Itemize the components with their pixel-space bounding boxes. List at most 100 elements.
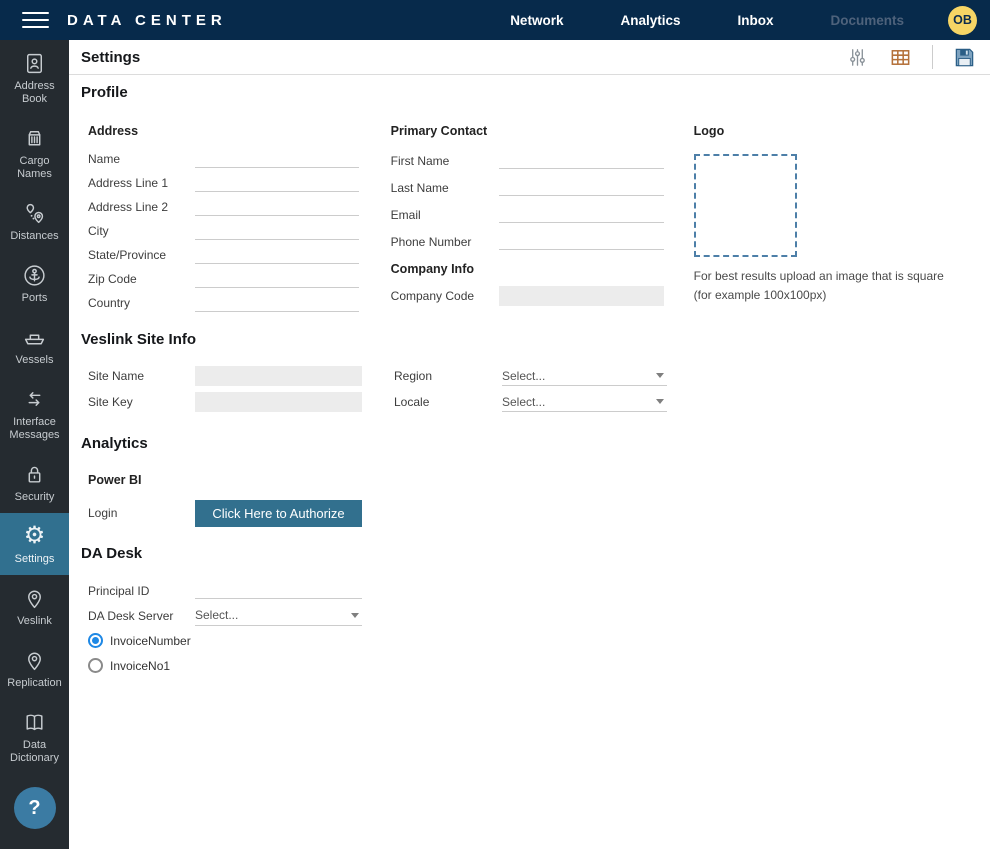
grid-table-icon[interactable]: [889, 46, 912, 69]
sidebar-item-ports[interactable]: Ports: [0, 252, 69, 314]
last-name-label: Last Name: [390, 180, 449, 195]
toolbar-divider: [932, 45, 933, 69]
open-book-icon: [22, 709, 47, 735]
da-desk-server-value: Select...: [195, 608, 239, 622]
company-code-input: [498, 285, 664, 306]
radio-button-icon[interactable]: [88, 658, 103, 673]
phone-number-input[interactable]: [498, 233, 664, 250]
veslink-site-info-heading: Veslink Site Info: [81, 331, 197, 348]
page-header: Settings: [69, 40, 990, 75]
nav-inbox[interactable]: Inbox: [737, 12, 774, 28]
sidebar-item-label: Veslink: [17, 615, 52, 627]
state-province-label: State/Province: [88, 248, 167, 262]
locale-select[interactable]: Select...: [502, 392, 667, 412]
sidebar-item-label: Data Dictionary: [10, 739, 59, 764]
sidebar-item-vessels[interactable]: Vessels: [0, 314, 69, 376]
user-avatar[interactable]: OB: [948, 5, 977, 35]
logo-upload-dropzone[interactable]: [693, 154, 797, 257]
menu-hamburger-icon[interactable]: [22, 7, 49, 33]
logo-caption-line2: (for example 100x100px): [693, 288, 827, 302]
sidebar-item-replication[interactable]: Replication: [0, 637, 69, 699]
page-title: Settings: [81, 48, 141, 66]
authorize-button[interactable]: Click Here to Authorize: [195, 499, 362, 527]
nav-analytics[interactable]: Analytics: [620, 12, 681, 28]
site-name-input: [195, 366, 362, 386]
sidebar-item-address-book[interactable]: Address Book: [0, 40, 69, 115]
radio-invoice-no1-label: InvoiceNo1: [110, 658, 171, 673]
sidebar-item-label: Interface Messages: [9, 416, 60, 441]
cargo-names-icon: [22, 125, 47, 151]
zip-code-input[interactable]: [195, 270, 359, 288]
first-name-label: First Name: [390, 153, 450, 168]
chevron-down-icon: [656, 399, 664, 404]
distances-icon: [22, 200, 47, 226]
da-desk-block: Principal ID DA Desk Server Select... In…: [88, 578, 362, 678]
sidebar-item-cargo-names[interactable]: Cargo Names: [0, 115, 69, 190]
sidebar-item-settings[interactable]: ⚙ Settings: [0, 513, 69, 575]
logo-caption: For best results upload an image that is…: [694, 267, 990, 305]
sidebar-item-security[interactable]: Security: [0, 451, 69, 513]
principal-id-label: Principal ID: [88, 583, 150, 598]
last-name-input[interactable]: [498, 179, 664, 196]
radio-invoice-number-label: InvoiceNumber: [110, 633, 191, 648]
sidebar: Address Book Cargo Names Distances Ports: [0, 40, 69, 849]
top-bar: DATA CENTER Network Analytics Inbox Docu…: [0, 0, 990, 40]
da-desk-server-label: DA Desk Server: [88, 608, 174, 623]
sidebar-item-distances[interactable]: Distances: [0, 190, 69, 252]
name-input[interactable]: [195, 150, 359, 168]
filter-sliders-icon[interactable]: [846, 46, 869, 69]
radio-button-icon[interactable]: [88, 633, 103, 648]
address-header: Address: [88, 124, 139, 138]
toolbar: [846, 45, 976, 69]
email-input[interactable]: [498, 206, 664, 223]
primary-contact-column: Primary Contact First Name Last Name Ema…: [391, 124, 664, 315]
sidebar-item-label: Ports: [21, 292, 48, 304]
location-pin-icon: [22, 585, 47, 611]
save-floppy-icon[interactable]: [953, 46, 976, 69]
veslink-right-column: Region Select... Locale Select...: [394, 363, 667, 415]
country-label: Country: [88, 296, 131, 310]
sidebar-item-label: Settings: [14, 553, 55, 565]
location-pin-icon: [22, 647, 47, 673]
first-name-input[interactable]: [498, 152, 664, 169]
address-line-2-label: Address Line 2: [88, 200, 169, 214]
veslink-site-info-grid: Site Name Site Key Region Select... Loca…: [88, 363, 990, 415]
address-line-2-input[interactable]: [195, 198, 359, 216]
state-province-input[interactable]: [195, 246, 359, 264]
sidebar-item-label: Cargo Names: [17, 155, 52, 180]
principal-id-input[interactable]: [195, 582, 362, 599]
logo-column: Logo For best results upload an image th…: [693, 124, 990, 315]
anchor-icon: [22, 262, 47, 288]
primary-contact-header: Primary Contact: [390, 124, 488, 138]
da-desk-server-select[interactable]: Select...: [195, 606, 362, 626]
address-line-1-input[interactable]: [195, 174, 359, 192]
city-input[interactable]: [195, 222, 359, 240]
phone-number-label: Phone Number: [390, 234, 472, 249]
help-button[interactable]: ?: [13, 787, 56, 829]
lock-icon: [22, 461, 47, 487]
radio-invoice-no1[interactable]: InvoiceNo1: [88, 653, 362, 678]
country-input[interactable]: [195, 294, 359, 312]
arrows-exchange-icon: [22, 386, 47, 412]
radio-invoice-number[interactable]: InvoiceNumber: [88, 628, 362, 653]
address-line-1-label: Address Line 1: [88, 176, 169, 190]
region-select[interactable]: Select...: [502, 366, 667, 386]
profile-heading: Profile: [81, 84, 128, 101]
analytics-heading: Analytics: [81, 435, 148, 452]
sidebar-item-veslink[interactable]: Veslink: [0, 575, 69, 637]
nav-network[interactable]: Network: [510, 12, 564, 28]
top-nav: Network Analytics Inbox Documents: [510, 13, 904, 28]
da-desk-heading: DA Desk: [81, 545, 143, 562]
logo-caption-line1: For best results upload an image that is…: [693, 269, 944, 283]
sidebar-item-label: Replication: [7, 677, 62, 689]
logo-header: Logo: [693, 124, 725, 138]
sidebar-item-interface-messages[interactable]: Interface Messages: [0, 376, 69, 451]
company-info-header: Company Info: [390, 262, 474, 276]
city-label: City: [88, 224, 109, 238]
email-label: Email: [390, 207, 421, 222]
chevron-down-icon: [656, 373, 664, 378]
sidebar-item-label: Distances: [10, 230, 59, 242]
nav-documents: Documents: [830, 12, 904, 28]
sidebar-item-data-dictionary[interactable]: Data Dictionary: [0, 699, 69, 774]
zip-code-label: Zip Code: [88, 272, 137, 286]
